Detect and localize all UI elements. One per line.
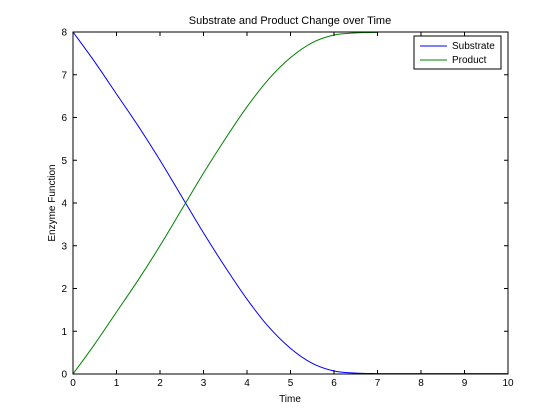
x-tick-label: 0: [70, 378, 76, 389]
x-tick-label: 8: [418, 378, 424, 389]
axes-box: [72, 31, 509, 375]
x-tick-label: 7: [375, 378, 381, 389]
x-tick-label: 4: [244, 378, 250, 389]
x-tick-label: 6: [331, 378, 337, 389]
y-tick-label: 3: [61, 241, 67, 252]
x-tick-label: 3: [201, 378, 207, 389]
x-tick-label: 2: [157, 378, 163, 389]
y-tick-label: 6: [61, 113, 67, 124]
y-axis-label: Enzyme Function: [47, 164, 58, 241]
legend-box: [413, 35, 502, 70]
x-tick-label: 1: [114, 378, 120, 389]
plot-area: [73, 32, 508, 374]
y-tick-label: 8: [61, 28, 67, 39]
y-tick-label: 5: [61, 156, 67, 167]
series-line-product: [72, 31, 378, 375]
y-tick-label: 1: [61, 327, 67, 338]
x-tick-label: 5: [288, 378, 294, 389]
x-tick-label: 10: [502, 378, 514, 389]
legend: Substrate Product: [413, 35, 502, 70]
y-tick-label: 0: [61, 370, 67, 381]
legend-label-product: Product: [452, 55, 487, 66]
x-tick-label: 9: [462, 378, 468, 389]
tick-layer: 0 1 2 3 4 5 6 7 8 9 10 0 1 2 3 4 5 6 7 8: [61, 28, 514, 390]
x-axis-label: Time: [279, 394, 301, 405]
y-tick-label: 2: [61, 284, 67, 295]
legend-label-substrate: Substrate: [452, 41, 495, 52]
y-tick-label: 7: [61, 70, 67, 81]
chart-title: Substrate and Product Change over Time: [189, 15, 391, 27]
y-tick-label: 4: [61, 199, 67, 210]
